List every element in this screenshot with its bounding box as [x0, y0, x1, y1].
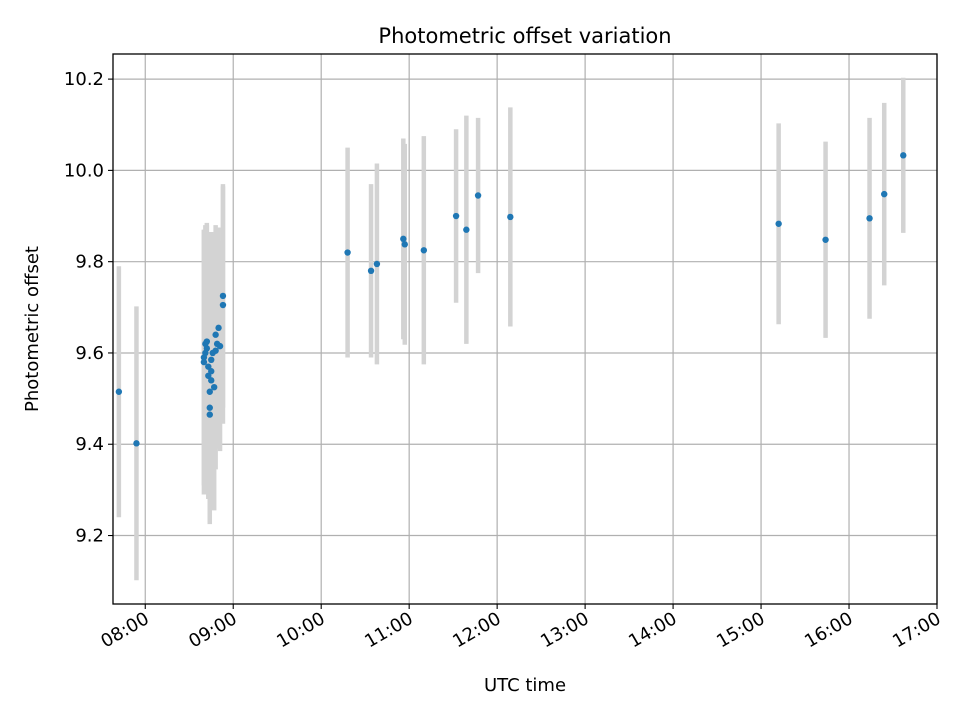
x-tick-label: 14:00	[625, 608, 680, 652]
data-point	[216, 342, 224, 350]
x-tick-label: 12:00	[449, 608, 504, 652]
grid	[113, 54, 938, 604]
data-point	[115, 388, 123, 395]
data-point	[206, 411, 213, 418]
data-point	[463, 226, 470, 233]
data-points	[115, 152, 907, 447]
x-tick-label: 13:00	[537, 608, 592, 652]
x-axis-label: UTC time	[484, 675, 566, 696]
axes-frame	[112, 53, 938, 605]
data-point	[212, 347, 219, 354]
data-point	[822, 236, 829, 243]
data-point	[212, 331, 219, 338]
data-point	[420, 247, 428, 254]
data-point	[215, 324, 222, 332]
data-point	[205, 363, 212, 370]
x-tick-label: 17:00	[889, 608, 944, 652]
y-tick-label: 9.8	[75, 252, 104, 273]
data-point	[452, 212, 460, 220]
ticks: 08:00 09:00 10:00 11:00 12:00 13:00 14:00 15:00…	[64, 69, 945, 652]
x-tick-label: 08:00	[97, 608, 152, 652]
data-point	[208, 377, 215, 384]
y-tick-label: 9.2	[75, 526, 104, 547]
data-point	[401, 241, 408, 248]
data-point	[203, 338, 211, 345]
data-point	[203, 345, 211, 352]
y-tick-label: 9.6	[75, 343, 104, 364]
data-point	[219, 292, 227, 300]
data-point	[900, 152, 907, 159]
data-point	[344, 249, 351, 256]
data-point	[205, 372, 212, 379]
data-point	[200, 358, 208, 366]
data-point	[208, 356, 215, 364]
x-tick-label: 11:00	[361, 608, 416, 652]
data-point	[133, 440, 140, 447]
x-tick-label: 09:00	[185, 608, 240, 652]
data-point	[775, 220, 782, 227]
data-point	[400, 235, 407, 243]
y-axis-label: Photometric offset	[22, 246, 43, 412]
data-point	[367, 267, 375, 275]
y-tick-label: 10.2	[64, 69, 104, 90]
data-point	[219, 301, 227, 309]
data-point	[206, 388, 213, 395]
chart-title: Photometric offset variation	[378, 24, 671, 48]
data-point	[206, 404, 213, 411]
x-tick-label: 16:00	[801, 608, 856, 652]
data-point	[507, 213, 514, 221]
y-tick-label: 10.0	[64, 160, 104, 181]
error-bars	[116, 77, 906, 581]
x-tick-label: 15:00	[713, 608, 768, 652]
data-point	[474, 192, 482, 199]
data-point	[208, 368, 215, 375]
y-tick-label: 9.4	[75, 434, 104, 455]
data-point	[866, 215, 873, 222]
data-point	[373, 260, 381, 268]
data-point	[210, 383, 218, 391]
data-point	[881, 190, 888, 198]
x-tick-label: 10:00	[273, 608, 328, 652]
